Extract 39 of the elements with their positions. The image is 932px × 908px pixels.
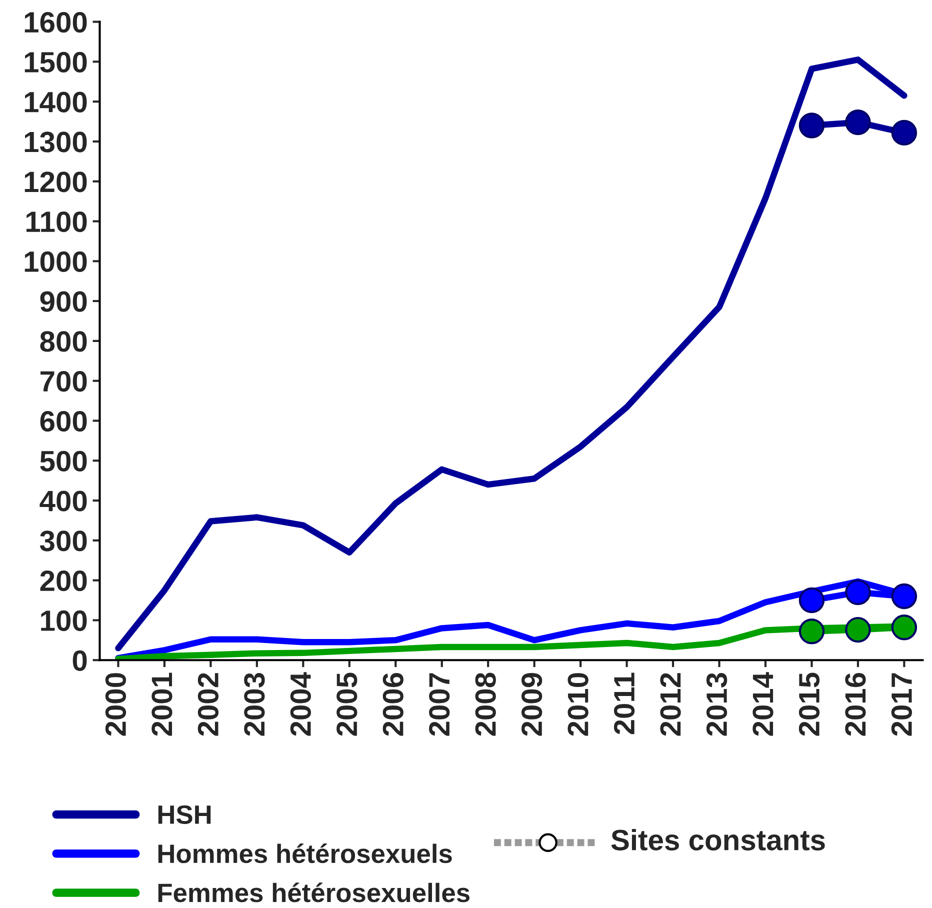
y-tick-label: 1100 <box>26 211 87 232</box>
x-tick-label: 2005 <box>336 672 358 736</box>
x-tick-label: 2001 <box>152 672 172 736</box>
text: Sites constants <box>611 829 825 850</box>
y-tick-label: 1300 <box>24 132 87 152</box>
y-tick-label: 400 <box>40 490 87 512</box>
x-tick-label: 2013 <box>706 672 728 736</box>
y-tick-label: 1400 <box>24 92 87 112</box>
x-tick-label: 2008 <box>475 672 496 736</box>
x-tick-label: 2009 <box>521 672 542 736</box>
y-tick-label: 700 <box>40 371 87 392</box>
y-tick-label: 0 <box>72 650 87 671</box>
x-tick-label: 2016 <box>845 672 866 736</box>
y-tick-label: 1500 <box>24 52 87 73</box>
y-tick-label: 1200 <box>24 172 87 192</box>
legend-label: Hommes hétérosexuels <box>158 844 452 864</box>
y-tick-label: 500 <box>40 450 87 472</box>
legend-label: Femmes hétérosexuelles <box>158 882 470 902</box>
y-tick-label: 800 <box>40 331 87 352</box>
x-tick-label: 2011 <box>614 672 635 734</box>
x-tick-label: 2015 <box>798 672 820 736</box>
x-tick-label: 2006 <box>382 672 404 736</box>
y-tick-label: 1000 <box>24 251 87 272</box>
x-tick-label: 2010 <box>568 673 588 736</box>
x-tick-label: 2002 <box>198 673 219 736</box>
x-tick-label: 2014 <box>752 672 774 736</box>
x-tick-label: 2012 <box>660 673 681 736</box>
y-tick-label: 900 <box>40 291 87 312</box>
legend-label: HSH <box>158 805 211 824</box>
y-tick-label: 300 <box>40 530 87 552</box>
y-tick-label: 100 <box>41 610 87 632</box>
y-tick-label: 1600 <box>24 12 87 33</box>
x-tick-label: 2004 <box>290 672 311 736</box>
x-tick-label: 2003 <box>244 672 265 736</box>
x-tick-label: 2007 <box>429 673 450 736</box>
x-tick-label: 2017 <box>891 673 912 736</box>
y-tick-label: 200 <box>40 570 87 592</box>
x-tick-label: 2000 <box>105 673 126 736</box>
y-tick-label: 600 <box>40 410 87 432</box>
